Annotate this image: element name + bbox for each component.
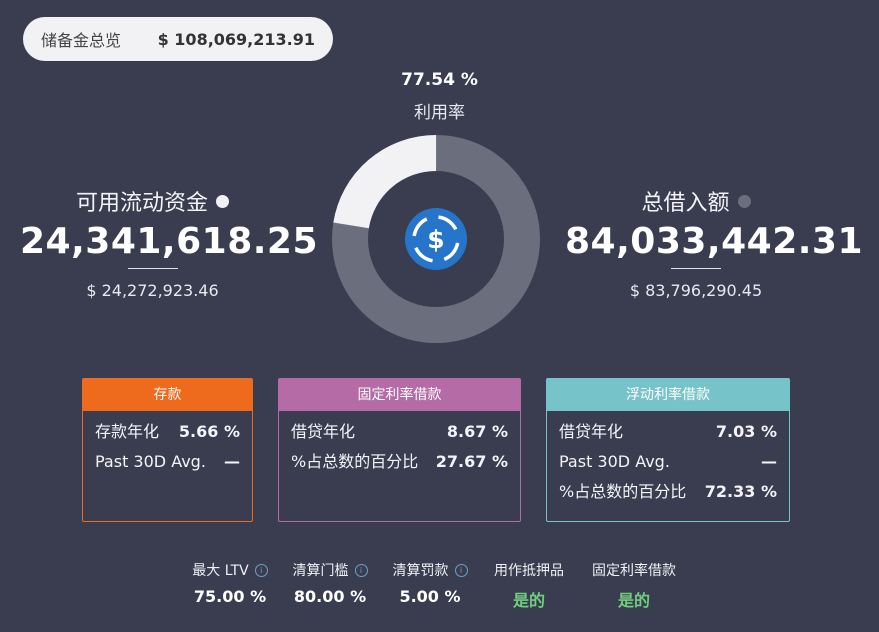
- stat-value: 是的: [512, 591, 545, 610]
- utilization-percent: 77.54 %: [401, 70, 478, 90]
- total-borrowed-block: 总借入额 84,033,442.31 $ 83,796,290.45: [565, 185, 864, 300]
- info-icon[interactable]: i: [354, 563, 368, 577]
- reserve-overview-pill: 储备金总览 $ 108,069,213.91: [23, 17, 333, 61]
- stat-label: 清算门槛: [292, 563, 349, 579]
- info-icon[interactable]: i: [254, 563, 268, 577]
- divider: [127, 268, 178, 269]
- reserve-overview-label: 储备金总览: [41, 31, 122, 50]
- row-value: 7.03 %: [715, 422, 777, 441]
- row-value: 5.66 %: [178, 422, 240, 441]
- row-value: —: [224, 452, 240, 471]
- card-row: 存款年化 5.66 %: [83, 417, 252, 447]
- card-row: Past 30D Avg. —: [547, 447, 789, 477]
- row-value: 8.67 %: [446, 422, 508, 441]
- row-value: 27.67 %: [435, 452, 508, 471]
- stable-borrow-card-title: 固定利率借款: [279, 379, 520, 411]
- available-liquidity-block: 可用流动资金 24,341,618.25 $ 24,272,923.46: [20, 185, 319, 300]
- row-label: %占总数的百分比: [291, 452, 419, 471]
- total-borrowed-label: 总借入额: [641, 191, 730, 216]
- deposit-card: 存款 存款年化 5.66 % Past 30D Avg. —: [82, 378, 253, 522]
- row-value: 72.33 %: [704, 482, 777, 501]
- row-label: 存款年化: [95, 422, 160, 441]
- stat-stable-borrowing: 固定利率借款 是的: [586, 560, 682, 611]
- row-value: —: [761, 452, 777, 471]
- card-row: %占总数的百分比 27.67 %: [279, 447, 520, 477]
- stat-label: 固定利率借款: [592, 563, 676, 579]
- usdc-icon: $: [405, 208, 467, 270]
- row-label: %占总数的百分比: [559, 482, 687, 501]
- stat-collateral: 用作抵押品 是的: [486, 560, 572, 611]
- utilization-donut: $: [332, 135, 540, 343]
- divider: [671, 268, 721, 269]
- stat-label: 用作抵押品: [494, 563, 564, 579]
- card-row: 借贷年化 7.03 %: [547, 417, 789, 447]
- stat-label: 最大 LTV: [192, 563, 249, 579]
- stat-value: 5.00 %: [399, 587, 461, 606]
- total-borrowed-amount: 84,033,442.31: [565, 221, 864, 262]
- card-row: Past 30D Avg. —: [83, 447, 252, 477]
- row-label: 借贷年化: [559, 422, 624, 441]
- row-label: Past 30D Avg.: [559, 452, 670, 471]
- stat-max-ltv: 最大 LTV i 75.00 %: [185, 560, 275, 606]
- stat-value: 是的: [617, 591, 650, 610]
- total-borrowed-legend-dot: [737, 194, 751, 208]
- card-row: %占总数的百分比 72.33 %: [547, 477, 789, 507]
- stat-liquidation-penalty: 清算罚款 i 5.00 %: [385, 560, 475, 606]
- donut-free-segment: [332, 135, 540, 343]
- available-liquidity-usd: $ 24,272,923.46: [86, 281, 219, 300]
- total-borrowed-usd: $ 83,796,290.45: [629, 281, 763, 300]
- available-liquidity-label: 可用流动资金: [75, 191, 208, 216]
- info-icon[interactable]: i: [454, 563, 468, 577]
- card-row: 借贷年化 8.67 %: [279, 417, 520, 447]
- variable-borrow-card: 浮动利率借款 借贷年化 7.03 % Past 30D Avg. — %占总数的…: [546, 378, 790, 522]
- utilization-label: 利用率: [414, 103, 465, 123]
- stat-liquidation-threshold: 清算门槛 i 80.00 %: [285, 560, 375, 606]
- svg-text:$: $: [427, 225, 444, 254]
- stat-value: 75.00 %: [193, 587, 267, 606]
- row-label: Past 30D Avg.: [95, 452, 206, 471]
- available-liquidity-legend-dot: [216, 194, 229, 208]
- deposit-card-title: 存款: [83, 379, 252, 411]
- available-liquidity-amount: 24,341,618.25: [20, 221, 319, 262]
- stable-borrow-card: 固定利率借款 借贷年化 8.67 % %占总数的百分比 27.67 %: [278, 378, 521, 522]
- reserve-overview-value: $ 108,069,213.91: [157, 29, 315, 49]
- stat-value: 80.00 %: [293, 587, 367, 606]
- row-label: 借贷年化: [291, 422, 356, 441]
- variable-borrow-card-title: 浮动利率借款: [547, 379, 789, 411]
- stat-label: 清算罚款: [392, 563, 449, 579]
